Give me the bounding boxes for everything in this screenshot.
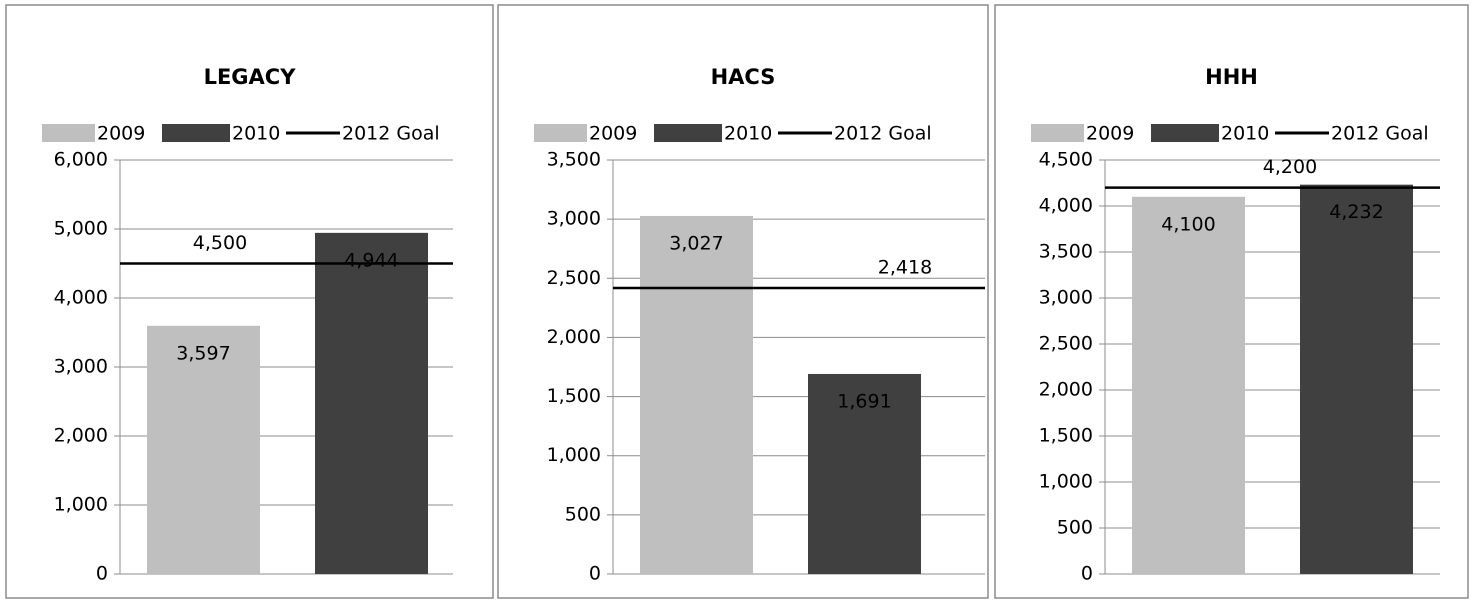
goal-label: 4,500 (193, 232, 247, 254)
y-tick-label: 0 (96, 563, 108, 585)
y-tick-label: 3,000 (547, 208, 601, 230)
value-label: 4,232 (1329, 201, 1383, 223)
y-tick-label: 0 (589, 563, 601, 585)
legend-swatch (1151, 124, 1219, 142)
legend-label: 2009 (1086, 123, 1134, 145)
chart-title: HHH (1205, 65, 1258, 89)
chart-title: HACS (711, 65, 776, 89)
y-tick-label: 2,500 (1039, 333, 1093, 355)
chart-title: LEGACY (204, 65, 297, 89)
y-tick-label: 4,500 (1039, 149, 1093, 171)
goal-label: 2,418 (878, 256, 932, 278)
y-tick-label: 1,500 (1039, 425, 1093, 447)
bar (315, 232, 428, 574)
bar (147, 325, 260, 574)
y-tick-label: 1,500 (547, 385, 601, 407)
y-tick-label: 1,000 (1039, 471, 1093, 493)
y-tick-label: 3,000 (1039, 287, 1093, 309)
y-tick-label: 2,000 (547, 326, 601, 348)
y-tick-label: 1,000 (54, 494, 108, 516)
y-tick-label: 0 (1081, 563, 1093, 585)
value-label: 4,100 (1161, 213, 1215, 235)
y-tick-label: 3,500 (547, 149, 601, 171)
bar (1132, 196, 1245, 575)
y-tick-label: 6,000 (54, 149, 108, 171)
legend-swatch (1031, 124, 1084, 142)
legend-label: 2012 Goal (834, 123, 932, 145)
legend-label: 2010 (1221, 123, 1269, 145)
legend-swatch (162, 124, 230, 142)
y-tick-label: 3,500 (1039, 241, 1093, 263)
legend-label: 2012 Goal (1331, 123, 1429, 145)
y-tick-label: 3,000 (54, 356, 108, 378)
legend-label: 2009 (589, 123, 637, 145)
y-tick-label: 4,000 (1039, 195, 1093, 217)
legend-label: 2010 (232, 123, 280, 145)
y-tick-label: 2,000 (54, 425, 108, 447)
y-tick-label: 2,500 (547, 267, 601, 289)
goal-label: 4,200 (1263, 156, 1317, 178)
legend-swatch (42, 124, 95, 142)
y-tick-label: 1,000 (547, 444, 601, 466)
value-label: 4,944 (344, 249, 398, 271)
value-label: 1,691 (837, 390, 891, 412)
bar (640, 215, 753, 574)
y-tick-label: 500 (565, 503, 601, 525)
legend-label: 2010 (724, 123, 772, 145)
legend-label: 2012 Goal (342, 123, 440, 145)
legend-swatch (654, 124, 722, 142)
value-label: 3,597 (176, 342, 230, 364)
legend-swatch (534, 124, 587, 142)
y-tick-label: 500 (1057, 517, 1093, 539)
value-label: 3,027 (669, 232, 723, 254)
bar (808, 373, 921, 574)
y-tick-label: 5,000 (54, 218, 108, 240)
y-tick-label: 4,000 (54, 287, 108, 309)
y-tick-label: 2,000 (1039, 379, 1093, 401)
bar (1300, 184, 1413, 574)
legend-label: 2009 (97, 123, 145, 145)
